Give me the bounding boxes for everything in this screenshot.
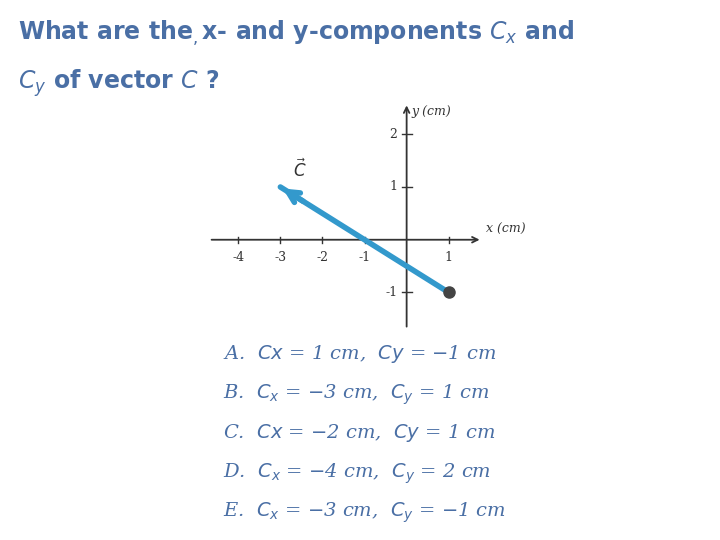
Text: $C_y$ of vector $\it{C}$ ?: $C_y$ of vector $\it{C}$ ? [18,68,220,99]
Text: E.  $C_x$ = $-$3 cm,  $C_y$ = $-$1 cm: E. $C_x$ = $-$3 cm, $C_y$ = $-$1 cm [223,501,506,525]
Text: -4: -4 [233,251,244,264]
Text: y (cm): y (cm) [412,105,451,118]
Text: D.  $C_x$ = $-$4 cm,  $C_y$ = 2 cm: D. $C_x$ = $-$4 cm, $C_y$ = 2 cm [223,461,491,485]
Text: -1: -1 [359,251,371,264]
Text: A.  $\mathit{Cx}$ = 1 cm,  $\mathit{Cy}$ = $-$1 cm: A. $\mathit{Cx}$ = 1 cm, $\mathit{Cy}$ =… [223,343,497,365]
Text: -1: -1 [385,286,397,299]
Text: C.  $\mathit{Cx}$ = $-$2 cm,  $\mathit{Cy}$ = 1 cm: C. $\mathit{Cx}$ = $-$2 cm, $\mathit{Cy}… [223,422,496,444]
Text: x (cm): x (cm) [486,222,526,235]
Text: -3: -3 [274,251,287,264]
Text: What are the$_,$x- and y-components $C_x$ and: What are the$_,$x- and y-components $C_x… [18,19,574,48]
Text: 1: 1 [390,180,397,193]
Text: -2: -2 [317,251,328,264]
Text: 1: 1 [445,251,453,264]
Text: B.  $C_x$ = $-$3 cm,  $C_y$ = 1 cm: B. $C_x$ = $-$3 cm, $C_y$ = 1 cm [223,382,490,407]
Text: $\vec{C}$: $\vec{C}$ [293,159,307,181]
Text: 2: 2 [390,128,397,141]
